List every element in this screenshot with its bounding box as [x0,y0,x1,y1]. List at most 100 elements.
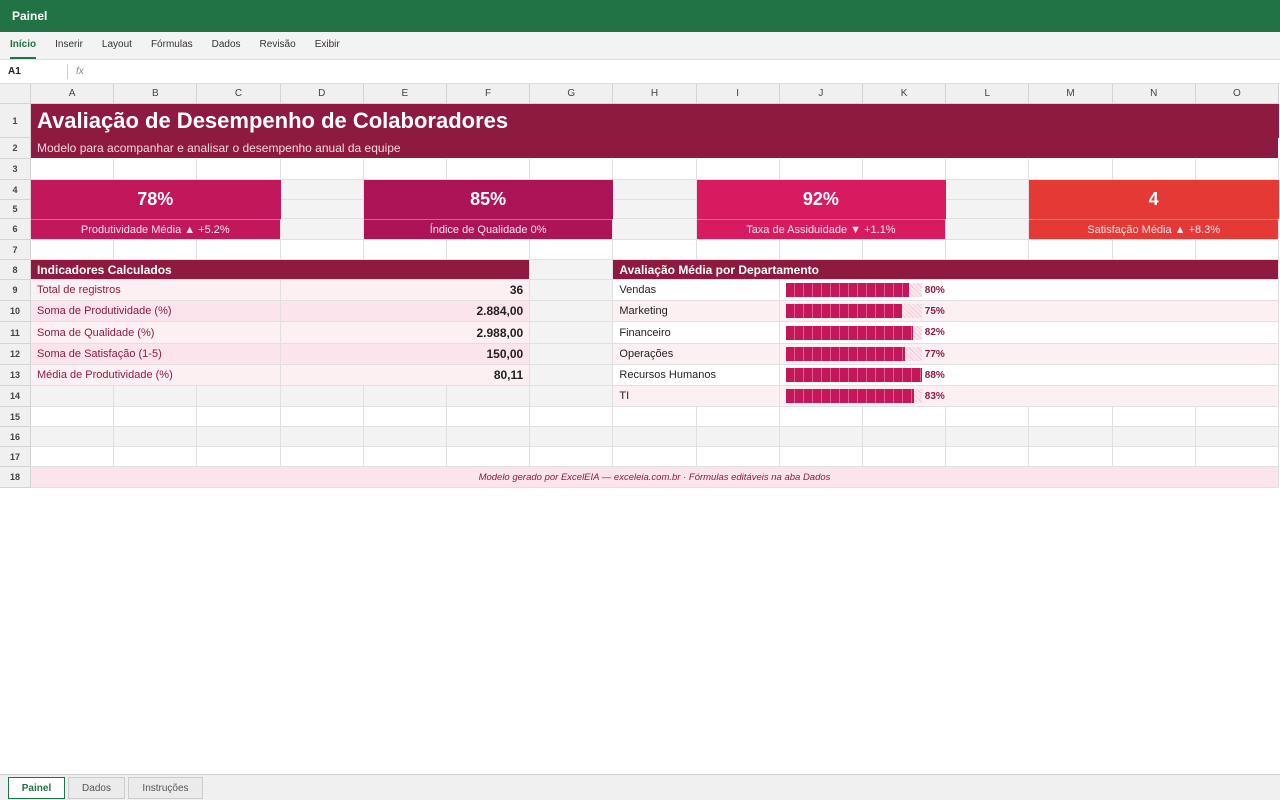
cell[interactable] [530,301,614,322]
cell[interactable] [613,407,697,427]
cell[interactable] [280,200,364,219]
cell[interactable] [197,386,281,407]
cell[interactable] [946,407,1030,427]
cell[interactable] [1112,240,1196,260]
cell[interactable] [696,447,780,467]
cell[interactable] [1029,240,1113,260]
row-header[interactable]: 14 [0,386,31,407]
row-header[interactable]: 13 [0,365,31,386]
cell[interactable] [363,240,447,260]
cell[interactable] [530,159,614,180]
cell[interactable] [779,159,863,180]
cell[interactable] [696,407,780,427]
cell[interactable] [1112,427,1196,447]
cell[interactable] [447,447,531,467]
cell[interactable] [1195,427,1279,447]
row-header[interactable]: 15 [0,407,31,427]
ribbon-tab[interactable]: Exibir [314,39,340,50]
cell[interactable] [863,447,947,467]
cell[interactable] [31,447,115,467]
cell[interactable] [31,427,115,447]
cell[interactable] [530,407,614,427]
cell[interactable] [1195,159,1279,180]
cell[interactable] [530,447,614,467]
cell[interactable] [779,427,863,447]
cell[interactable] [613,427,697,447]
cell[interactable] [613,180,697,200]
column-header[interactable]: M [1029,84,1113,104]
cell[interactable] [280,219,364,240]
row-header[interactable]: 10 [0,301,31,322]
cell[interactable] [1029,427,1113,447]
cell[interactable] [114,386,198,407]
cell[interactable] [447,386,531,407]
row-header[interactable]: 8 [0,260,31,280]
cell[interactable] [280,240,364,260]
cell[interactable] [946,447,1030,467]
cell[interactable] [696,159,780,180]
cell[interactable] [114,407,198,427]
cell[interactable] [197,447,281,467]
cell[interactable] [363,386,447,407]
cell[interactable] [530,344,614,365]
column-header[interactable]: E [363,84,447,104]
cell[interactable] [447,159,531,180]
cell[interactable] [114,159,198,180]
cell[interactable] [31,407,115,427]
column-header[interactable]: H [613,84,697,104]
column-header[interactable]: O [1195,84,1279,104]
cell[interactable] [363,447,447,467]
row-header[interactable]: 4 [0,180,31,200]
column-header[interactable]: B [114,84,198,104]
cell[interactable] [1195,240,1279,260]
ribbon-tab[interactable]: Início [10,32,37,59]
cell[interactable] [946,200,1030,219]
column-header[interactable]: N [1112,84,1196,104]
cell[interactable] [1195,447,1279,467]
cell[interactable] [863,427,947,447]
cell[interactable] [31,159,115,180]
cell[interactable] [363,159,447,180]
cell[interactable] [696,427,780,447]
row-header[interactable]: 5 [0,200,31,219]
cell[interactable] [114,447,198,467]
ribbon-tab[interactable]: Fórmulas [150,39,193,50]
column-header[interactable]: G [530,84,614,104]
cell[interactable] [613,200,697,219]
row-header[interactable]: 16 [0,427,31,447]
column-header[interactable]: L [946,84,1030,104]
cell[interactable] [280,427,364,447]
cell[interactable] [946,180,1030,200]
cell[interactable] [530,386,614,407]
cell[interactable] [779,407,863,427]
cell[interactable] [863,159,947,180]
sheet-tab[interactable]: Painel [8,777,65,799]
cell[interactable] [447,407,531,427]
cell[interactable] [1112,159,1196,180]
cell[interactable] [779,447,863,467]
cell[interactable] [280,447,364,467]
cell[interactable] [31,240,115,260]
row-header[interactable]: 2 [0,138,31,159]
cell[interactable] [779,240,863,260]
column-header[interactable]: F [447,84,531,104]
row-header[interactable]: 12 [0,344,31,365]
cell[interactable] [197,427,281,447]
cell[interactable] [696,240,780,260]
cell[interactable] [197,159,281,180]
row-header[interactable]: 1 [0,104,31,138]
cell[interactable] [197,407,281,427]
column-header[interactable]: K [863,84,947,104]
cell[interactable] [31,386,115,407]
cell[interactable] [863,240,947,260]
row-header[interactable]: 6 [0,219,31,240]
cell[interactable] [280,180,364,200]
cell[interactable] [280,159,364,180]
ribbon-tab[interactable]: Dados [211,39,241,50]
cell[interactable] [946,427,1030,447]
row-header[interactable]: 7 [0,240,31,260]
cell[interactable] [280,407,364,427]
ribbon-tab[interactable]: Revisão [259,39,296,50]
cell[interactable] [530,280,614,301]
cell[interactable] [1195,407,1279,427]
